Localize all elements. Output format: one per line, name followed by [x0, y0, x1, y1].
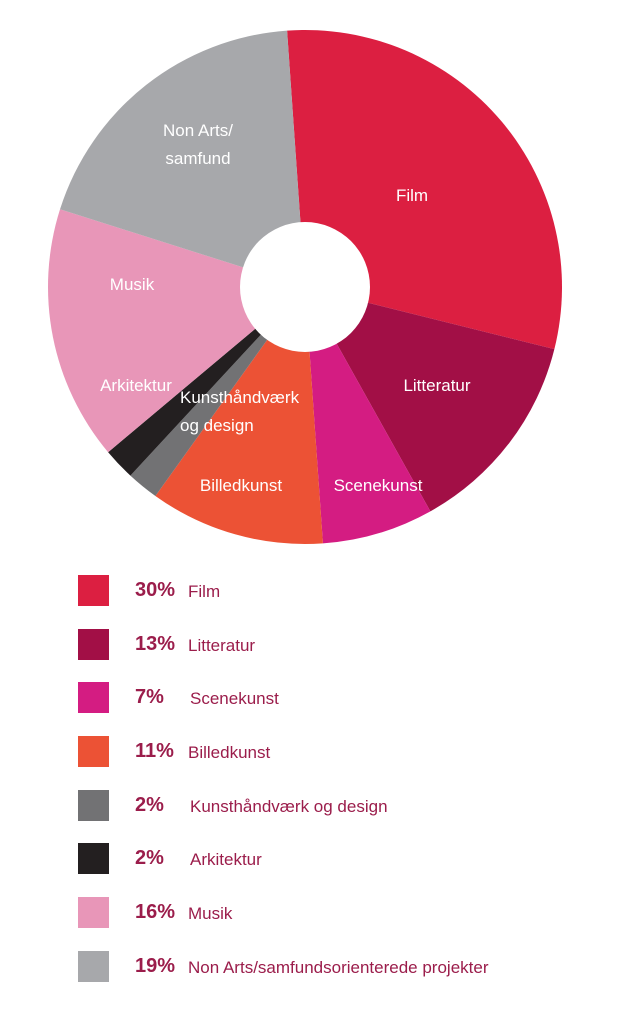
slice-label: Arkitektur — [100, 376, 172, 395]
legend-item: 2% Arkitektur — [78, 843, 262, 897]
slice-billedkunst — [155, 287, 323, 544]
slice-arkitektur — [108, 287, 305, 476]
legend-swatch — [78, 897, 109, 929]
legend-item: 19% Non Arts/samfundsorienterede projekte… — [78, 950, 489, 1005]
slice-label: Litteratur — [403, 376, 470, 395]
legend-percent: 7% — [135, 686, 164, 709]
slice-label: Non Arts/samfund — [163, 121, 233, 168]
legend-swatch — [78, 789, 109, 821]
slice-label: Kunsthåndværk og design — [180, 388, 300, 435]
legend-swatch — [78, 575, 109, 606]
legend-item: 7% Scenekunst — [78, 682, 279, 736]
legend-percent: 13% — [135, 632, 176, 655]
slice-musik — [48, 209, 306, 453]
legend-item: 16% Musik — [78, 897, 232, 951]
legend-swatch — [78, 736, 109, 768]
legend-label: Litteratur — [188, 635, 256, 655]
legend-label: Film — [188, 582, 221, 601]
legend-label: Musik — [188, 904, 233, 924]
legend-swatch — [78, 843, 109, 875]
legend-item: 13% Litteratur — [78, 628, 255, 683]
slice-label: Billedkunst — [200, 476, 282, 495]
legend-swatch — [78, 950, 109, 982]
legend-percent: 2% — [135, 847, 164, 870]
legend-label: Non Arts/samfundsorienterede projekter — [188, 957, 489, 977]
legend-label: Scenekunst — [190, 689, 279, 709]
slice-label: Film — [396, 186, 428, 205]
legend-percent: 16% — [135, 901, 176, 924]
donut-hole — [240, 222, 370, 352]
legend-swatch — [78, 682, 109, 714]
legend: 30% Film 13% Litteratur 7% Scenekunst 11% Bille… — [78, 575, 489, 1005]
slice-non-arts-samfundsorienterede-projekter — [60, 30, 305, 288]
slice-scenekunst — [305, 287, 431, 544]
slice-label: Scenekunst — [334, 476, 423, 495]
legend-percent: 30% — [135, 579, 176, 601]
slice-labels-group: Film Litteratur Scenekunst Billedkunst Kunst… — [100, 121, 471, 495]
legend-swatch — [78, 628, 109, 660]
legend-label: Billedkunst — [188, 743, 271, 763]
slice-litteratur — [305, 287, 555, 512]
legend-percent: 19% — [135, 954, 176, 977]
slice-kunsthåndværk-og-design — [130, 287, 305, 496]
legend-label: Kunsthåndværk og design — [190, 796, 388, 816]
legend-percent: 2% — [135, 793, 164, 816]
legend-label: Arkitektur — [190, 850, 262, 870]
legend-item: 11% Billedkunst — [78, 736, 270, 790]
legend-item: 30% Film — [78, 575, 220, 629]
legend-percent: 11% — [135, 740, 174, 763]
donut-chart: Film Litteratur Scenekunst Billedkunst Kunst… — [48, 29, 563, 544]
legend-item: 2% Kunsthåndværk og design — [78, 789, 388, 844]
slice-label: Musik — [110, 275, 155, 294]
